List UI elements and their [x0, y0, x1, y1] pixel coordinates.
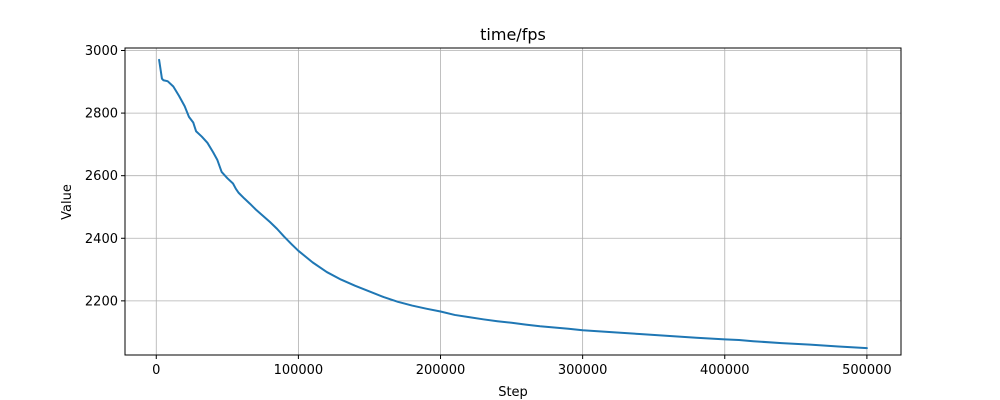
x-tick-label: 0	[152, 363, 160, 378]
y-tick-label: 2800	[85, 107, 118, 122]
x-tick-label: 200000	[416, 363, 466, 378]
series-line	[158, 58, 868, 350]
x-tick-label: 400000	[700, 363, 750, 378]
x-tick-label: 500000	[842, 363, 892, 378]
x-axis-ticks: 0 100000 200000 300000 400000 500000	[152, 355, 892, 378]
y-tick-label: 3000	[85, 44, 118, 59]
y-tick-label: 2400	[85, 232, 118, 247]
series-lines	[158, 58, 868, 350]
y-axis-label: Value	[60, 184, 75, 220]
x-tick-label: 100000	[274, 363, 324, 378]
x-tick-label: 300000	[558, 363, 608, 378]
y-tick-label: 2200	[85, 294, 118, 309]
plot-area-frame	[124, 47, 902, 356]
y-axis-ticks: 2200 2400 2600 2800 3000	[85, 44, 125, 309]
grid	[125, 48, 901, 355]
chart-title: time/fps	[480, 25, 546, 44]
x-axis-label: Step	[498, 385, 528, 400]
y-tick-label: 2600	[85, 169, 118, 184]
